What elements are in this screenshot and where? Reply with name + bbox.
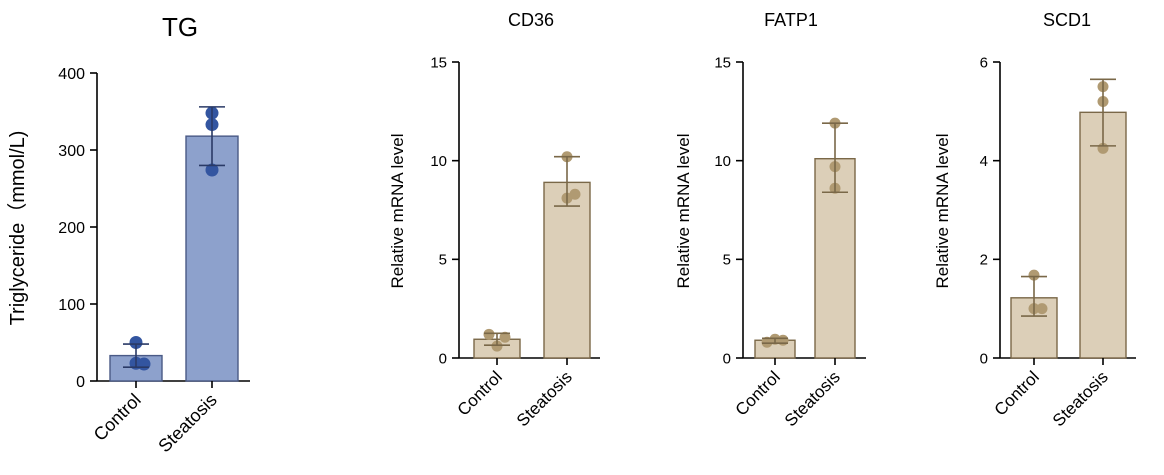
plot-area: 0 100 200 300 400 Control Steatosis: [58, 66, 250, 456]
data-point: [777, 334, 789, 346]
chart-title: SCD1: [1043, 10, 1091, 30]
plot-area: 0 2 4 6 Control Steatosis: [980, 54, 1136, 430]
x-tick-label: Steatosis: [1049, 367, 1112, 430]
x-tick-label: Control: [90, 390, 145, 445]
data-point: [1028, 269, 1040, 281]
x-tick-label: Control: [732, 367, 784, 419]
y-tick-label: 4: [980, 153, 988, 170]
y-tick-label: 0: [76, 374, 85, 391]
data-point: [483, 328, 495, 340]
y-tick-label: 300: [58, 143, 85, 160]
y-tick-label: 15: [430, 54, 447, 71]
chart-title: FATP1: [764, 10, 818, 30]
y-axis-label: Relative mRNA level: [933, 134, 952, 289]
x-tick-label: Steatosis: [781, 367, 844, 430]
y-tick-label: 5: [723, 252, 731, 269]
x-tick-label: Control: [991, 367, 1043, 419]
chart-panel-scd1: SCD1 Relative mRNA level 0 2 4 6 Control Stea…: [933, 10, 1136, 430]
chart-title: CD36: [508, 10, 554, 30]
y-tick-label: 6: [980, 54, 988, 71]
y-tick-label: 0: [980, 350, 988, 367]
y-tick-label: 10: [714, 153, 731, 170]
y-tick-label: 15: [714, 54, 731, 71]
bar: [543, 181, 591, 359]
y-tick-label: 100: [58, 297, 85, 314]
y-tick-label: 200: [58, 220, 85, 237]
x-tick-label: Control: [454, 367, 506, 419]
y-tick-label: 0: [723, 350, 731, 367]
chart-panel-tg: TG Triglyceride（mmol/L) 0 100 200 300 400 Con…: [6, 12, 250, 456]
chart-panel-cd36: CD36 Relative mRNA level 0 5 10 15 Control St…: [388, 10, 600, 430]
data-point: [1036, 303, 1048, 315]
y-tick-label: 400: [58, 66, 85, 83]
y-axis-label: Relative mRNA level: [388, 134, 407, 289]
y-tick-label: 10: [430, 153, 447, 170]
chart-panel-fatp1: FATP1 Relative mRNA level 0 5 10 15 ControlS…: [674, 10, 866, 430]
data-point: [205, 163, 219, 177]
y-axis-label: Relative mRNA level: [674, 134, 693, 289]
x-tick-label: Steatosis: [154, 390, 221, 457]
y-tick-label: 5: [439, 252, 447, 269]
data-point: [491, 340, 503, 352]
y-axis-label: Triglyceride（mmol/L): [6, 131, 29, 326]
y-tick-label: 2: [980, 252, 988, 269]
data-point: [129, 336, 143, 349]
chart-title: TG: [162, 12, 198, 42]
y-tick-label: 0: [439, 350, 447, 367]
data-point: [137, 357, 151, 371]
data-point: [569, 188, 581, 200]
x-tick-label: Steatosis: [513, 367, 576, 430]
data-point: [499, 331, 511, 343]
